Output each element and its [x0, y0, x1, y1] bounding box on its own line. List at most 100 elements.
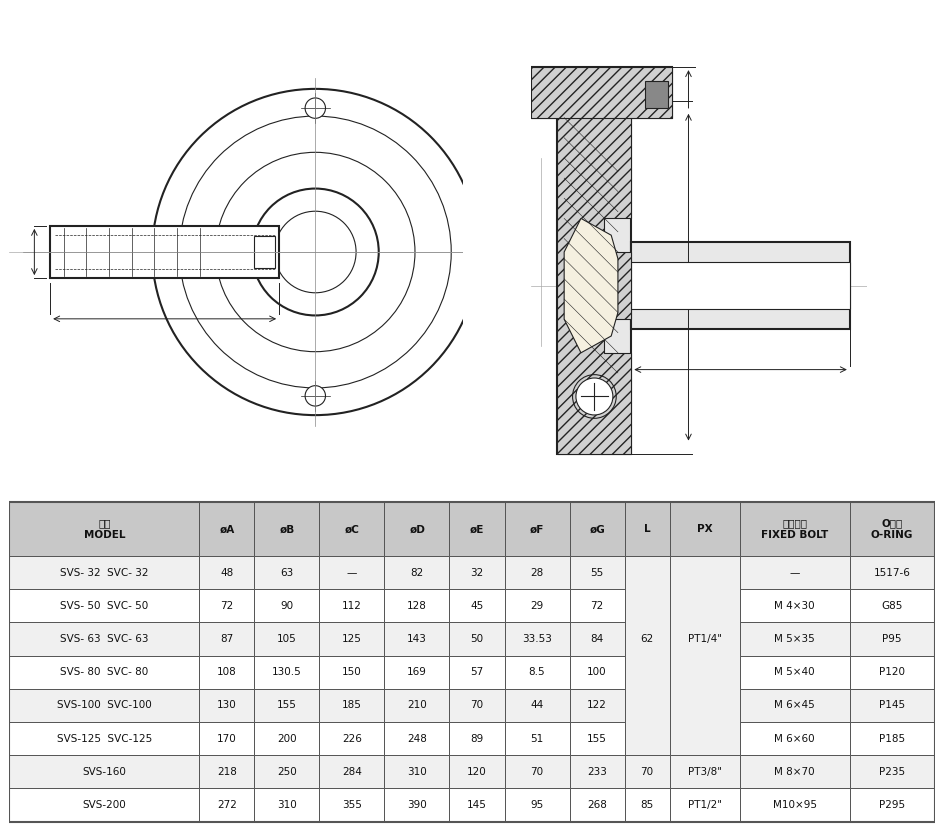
Text: 125: 125 [342, 634, 362, 644]
Text: 70: 70 [531, 767, 544, 777]
Text: SVS- 32  SVC- 32: SVS- 32 SVC- 32 [60, 568, 149, 578]
Text: PT3/8": PT3/8" [687, 767, 721, 777]
Bar [319, 655, 384, 689]
Bar [255, 655, 319, 689]
Text: 170: 170 [217, 733, 237, 743]
Bar [319, 755, 384, 788]
Text: 100: 100 [587, 667, 607, 677]
Text: 51: 51 [531, 733, 544, 743]
Text: 70: 70 [470, 701, 483, 711]
Bar [384, 556, 449, 589]
Text: P120: P120 [879, 667, 905, 677]
Bar [449, 788, 504, 822]
Bar [199, 788, 255, 822]
Bar [739, 722, 850, 755]
Text: 128: 128 [407, 601, 427, 611]
Text: 72: 72 [590, 601, 603, 611]
Bar [558, 101, 632, 454]
Bar [625, 502, 669, 556]
Bar [850, 622, 935, 655]
Bar [850, 589, 935, 622]
Bar [384, 689, 449, 722]
Bar [449, 502, 504, 556]
Text: øA: øA [219, 524, 235, 534]
Bar [319, 556, 384, 589]
Bar [625, 788, 669, 822]
Bar [319, 589, 384, 622]
Bar [504, 655, 569, 689]
Polygon shape [558, 101, 632, 454]
Bar [569, 722, 625, 755]
Text: M 5×40: M 5×40 [774, 667, 815, 677]
Text: —: — [346, 568, 357, 578]
Bar [199, 689, 255, 722]
Bar [739, 622, 850, 655]
Text: 218: 218 [217, 767, 237, 777]
Bar [9, 788, 199, 822]
Text: 310: 310 [278, 800, 296, 810]
Polygon shape [565, 218, 618, 353]
Bar [449, 755, 504, 788]
Bar [319, 689, 384, 722]
Text: SVS-100  SVC-100: SVS-100 SVC-100 [57, 701, 152, 711]
Text: 85: 85 [640, 800, 653, 810]
Text: L: L [644, 524, 650, 534]
Text: 70: 70 [640, 767, 653, 777]
Bar [504, 755, 569, 788]
Bar [199, 556, 255, 589]
Text: 28: 28 [531, 568, 544, 578]
Bar [569, 655, 625, 689]
Bar [739, 755, 850, 788]
Bar [569, 622, 625, 655]
Bar [9, 589, 199, 622]
Text: 120: 120 [467, 767, 487, 777]
Text: øC: øC [345, 524, 360, 534]
Bar [569, 788, 625, 822]
Text: PT1/2": PT1/2" [687, 800, 721, 810]
Text: 1517-6: 1517-6 [873, 568, 911, 578]
Bar [384, 722, 449, 755]
Text: 284: 284 [342, 767, 362, 777]
Bar [504, 556, 569, 589]
Bar [569, 689, 625, 722]
Circle shape [305, 98, 326, 118]
Bar [504, 722, 569, 755]
Bar [531, 67, 672, 118]
Text: 145: 145 [467, 800, 487, 810]
Bar [199, 589, 255, 622]
Circle shape [305, 386, 326, 406]
Bar [9, 556, 199, 589]
Bar [669, 755, 739, 788]
Bar [850, 655, 935, 689]
Text: 200: 200 [278, 733, 296, 743]
Text: G85: G85 [882, 601, 902, 611]
Bar [9, 502, 199, 556]
Text: 固定螺絲
FIXED BOLT: 固定螺絲 FIXED BOLT [761, 518, 828, 540]
Text: øE: øE [470, 524, 484, 534]
Bar [255, 689, 319, 722]
Bar [449, 589, 504, 622]
Text: 89: 89 [470, 733, 483, 743]
Bar [384, 755, 449, 788]
Bar [645, 81, 668, 108]
Text: 63: 63 [280, 568, 294, 578]
Text: øD: øD [409, 524, 425, 534]
Text: 130.5: 130.5 [272, 667, 302, 677]
Bar [625, 755, 669, 788]
Text: 8.5: 8.5 [529, 667, 546, 677]
Text: 143: 143 [407, 634, 427, 644]
Bar [504, 689, 569, 722]
Text: SVS- 80  SVC- 80: SVS- 80 SVC- 80 [60, 667, 148, 677]
Bar [199, 722, 255, 755]
Text: SVS-160: SVS-160 [82, 767, 126, 777]
Bar [850, 502, 935, 556]
Bar [504, 622, 569, 655]
Bar [255, 755, 319, 788]
Bar [255, 788, 319, 822]
Bar [669, 556, 739, 755]
Text: PX: PX [697, 524, 713, 534]
Bar [632, 242, 850, 329]
Bar [9, 502, 935, 556]
Text: 233: 233 [587, 767, 607, 777]
Text: 268: 268 [587, 800, 607, 810]
